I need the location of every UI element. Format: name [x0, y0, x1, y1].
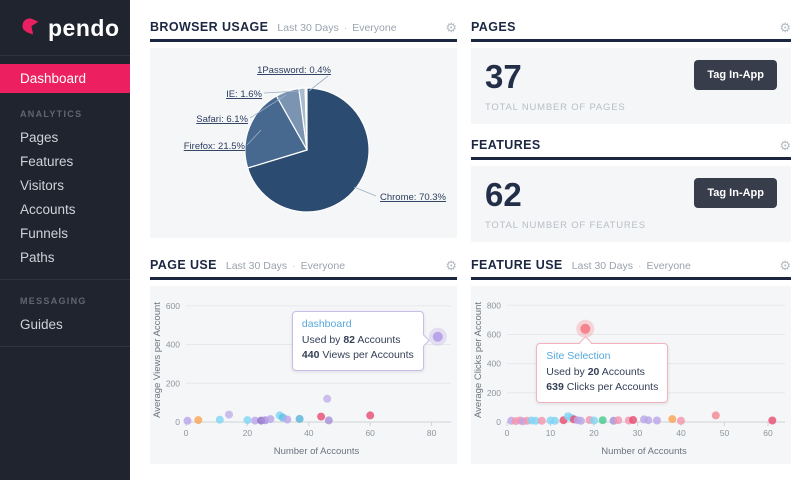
card-title: PAGES	[471, 20, 516, 34]
pendo-logo-icon	[20, 16, 41, 42]
card-title: PAGE USE	[150, 258, 217, 272]
pendo-logo-text: pendo	[48, 15, 120, 41]
svg-text:20: 20	[243, 428, 253, 438]
svg-text:80: 80	[427, 428, 437, 438]
gear-icon[interactable]	[779, 259, 791, 272]
browser-usage-header: BROWSER USAGE Last 30 Days · Everyone	[150, 20, 457, 42]
browser-usage-card: BROWSER USAGE Last 30 Days·Everyone Chro…	[150, 20, 457, 238]
tag-in-app-button[interactable]: Tag In-App	[694, 178, 777, 208]
svg-text:30: 30	[633, 428, 643, 438]
svg-text:0: 0	[184, 428, 189, 438]
svg-text:50: 50	[720, 428, 730, 438]
card-title: FEATURE USE	[471, 258, 563, 272]
card-title: BROWSER USAGE	[150, 20, 269, 34]
sidebar-divider	[0, 346, 130, 347]
features-stat-body: 62 TOTAL NUMBER OF FEATURES Tag In-App	[471, 166, 791, 242]
pendo-logo[interactable]: pendo	[0, 0, 130, 55]
sidebar-section-analytics: ANALYTICS	[20, 109, 83, 119]
period-filter[interactable]: Last 30 Days · Everyone	[277, 22, 397, 34]
features-header: FEATURES	[471, 138, 791, 160]
svg-text:600: 600	[166, 301, 180, 311]
sidebar-item-pages[interactable]: Pages	[20, 129, 59, 145]
svg-text:10: 10	[546, 428, 556, 438]
period-filter[interactable]: Last 30 Days · Everyone	[571, 260, 691, 272]
main-content: BROWSER USAGE Last 30 Days·Everyone Chro…	[130, 0, 800, 480]
sidebar-item-features[interactable]: Features	[20, 153, 74, 169]
sidebar-item-accounts[interactable]: Accounts	[20, 201, 76, 217]
sidebar-item-funnels[interactable]: Funnels	[20, 225, 69, 241]
svg-text:Number of Accounts: Number of Accounts	[601, 446, 687, 457]
page-use-scatter-chart[interactable]: 0 200 400 600 0 20 40 60 80 Number of Accounts Ave…	[150, 286, 457, 458]
period-filter[interactable]: Last 30 Days · Everyone	[225, 260, 346, 272]
pages-stat-body: 37 TOTAL NUMBER OF PAGES Tag In-App	[471, 48, 791, 124]
tooltip-title-link[interactable]: Site Selection	[546, 349, 611, 362]
feature-use-card: FEATURE USE Last 30 Days·Everyone 020040…	[471, 258, 791, 464]
svg-text:40: 40	[676, 428, 686, 438]
page-use-card: PAGE USE Last 30 Days·Everyone 020040060…	[150, 258, 457, 464]
svg-text:Safari: 6.1%: Safari: 6.1%	[196, 114, 248, 125]
page-use-header: PAGE USE Last 30 Days · Everyone	[150, 258, 457, 280]
svg-text:0: 0	[496, 417, 501, 427]
svg-text:60: 60	[365, 428, 375, 438]
pages-total-value: 37	[485, 58, 522, 95]
pages-total-caption: TOTAL NUMBER OF PAGES	[485, 102, 626, 113]
features-total-caption: TOTAL NUMBER OF FEATURES	[485, 220, 646, 231]
features-card: FEATURES 62 TOTAL NUMBER OF FEATURES Tag…	[471, 138, 791, 242]
tag-in-app-button[interactable]: Tag In-App	[694, 60, 777, 90]
svg-text:0: 0	[505, 428, 510, 438]
gear-icon[interactable]	[445, 259, 457, 272]
browser-usage-pie-chart[interactable]: Chrome: 70.3% Firefox: 21.5% Safari: 6.1% I…	[150, 48, 457, 238]
sidebar-item-paths[interactable]: Paths	[20, 249, 55, 265]
gear-icon[interactable]	[779, 139, 791, 152]
svg-text:600: 600	[487, 330, 501, 340]
features-total-value: 62	[485, 176, 522, 213]
svg-text:200: 200	[487, 388, 501, 398]
feature-use-chart-area: 0 200 400 600 800 0 10 20 30 40 50 60 Number of Acco…	[471, 286, 791, 464]
feature-use-tooltip: Site Selection Used by 20 Accounts 639 C…	[536, 336, 669, 404]
svg-text:20: 20	[589, 428, 599, 438]
page-use-tooltip: dashboard Used by 82 Accounts 440 Views …	[291, 310, 431, 372]
sidebar-item-dashboard[interactable]: Dashboard	[0, 64, 130, 93]
page-use-chart-area: 0 200 400 600 0 20 40 60 80 Number of Accounts Ave…	[150, 286, 457, 464]
svg-text:0: 0	[175, 417, 180, 427]
svg-text:1Password: 0.4%: 1Password: 0.4%	[257, 65, 331, 76]
svg-text:400: 400	[487, 359, 501, 369]
browser-usage-chart-area: Chrome: 70.3% Firefox: 21.5% Safari: 6.1% I…	[150, 48, 457, 238]
feature-use-header: FEATURE USE Last 30 Days · Everyone	[471, 258, 791, 280]
gear-icon[interactable]	[445, 21, 457, 34]
svg-text:400: 400	[166, 340, 180, 350]
svg-text:Firefox: 21.5%: Firefox: 21.5%	[184, 141, 246, 152]
svg-text:800: 800	[487, 300, 501, 310]
tooltip-line: 440 Views per Accounts	[301, 348, 414, 361]
tooltip-line: Used by 82 Accounts	[301, 333, 401, 346]
svg-text:200: 200	[166, 378, 180, 388]
svg-text:Average Clicks per Account: Average Clicks per Account	[473, 302, 484, 418]
svg-text:40: 40	[304, 428, 314, 438]
gear-icon[interactable]	[779, 21, 791, 34]
sidebar-divider	[0, 279, 130, 280]
sidebar-item-guides[interactable]: Guides	[20, 316, 63, 332]
sidebar: pendo Dashboard ANALYTICS Pages Features…	[0, 0, 130, 480]
sidebar-divider	[0, 55, 130, 56]
tooltip-title-link[interactable]: dashboard	[301, 317, 352, 330]
pages-header: PAGES	[471, 20, 791, 42]
svg-text:Number of Accounts: Number of Accounts	[274, 446, 360, 457]
svg-text:Average Views per Account: Average Views per Account	[152, 302, 163, 418]
svg-text:60: 60	[763, 428, 773, 438]
tooltip-line: 639 Clicks per Accounts	[546, 380, 659, 393]
svg-text:Chrome: 70.3%: Chrome: 70.3%	[380, 192, 447, 203]
sidebar-item-visitors[interactable]: Visitors	[20, 177, 65, 193]
svg-text:IE: 1.6%: IE: 1.6%	[226, 89, 262, 100]
tooltip-line: Used by 20 Accounts	[546, 365, 645, 378]
pages-card: PAGES 37 TOTAL NUMBER OF PAGES Tag In-Ap…	[471, 20, 791, 124]
card-title: FEATURES	[471, 138, 541, 152]
sidebar-section-messaging: MESSAGING	[20, 296, 87, 306]
